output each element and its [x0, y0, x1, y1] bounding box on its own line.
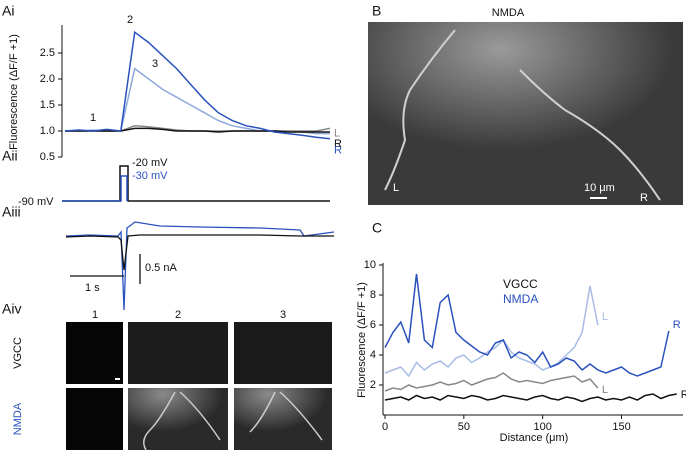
- legend-label: VGCC: [503, 277, 538, 291]
- voltage-label: -20 mV: [132, 157, 168, 169]
- x-tick-label: 0: [382, 421, 388, 433]
- voltage-label: -90 mV: [18, 196, 54, 208]
- y-tick-label: 0.5: [40, 151, 55, 163]
- image-label: R: [640, 192, 648, 204]
- x-tick-label: 100: [533, 421, 551, 433]
- series-line: [384, 285, 599, 378]
- y-tick-label: 1.0: [40, 125, 55, 137]
- current-trace: [65, 221, 335, 311]
- image-title: NMDA: [492, 7, 525, 19]
- legend-label: NMDA: [503, 292, 538, 306]
- series-line: [64, 30, 331, 140]
- panel-label: Aiii: [2, 204, 21, 220]
- x-tick-label: 50: [458, 421, 470, 433]
- series-end-label: R: [334, 138, 342, 150]
- y-tick-label: 2: [370, 379, 376, 391]
- annotation: 3: [152, 58, 158, 70]
- scale-label: 1 s: [85, 282, 100, 294]
- panel-label: Aii: [2, 148, 18, 164]
- column-label: 3: [280, 309, 286, 321]
- series-line: [65, 127, 330, 133]
- y-tick-label: 4: [370, 349, 376, 361]
- scale-label: 10 μm: [584, 182, 615, 194]
- row-label: VGCC: [12, 337, 24, 369]
- y-tick-label: 6: [370, 319, 376, 331]
- y-tick-label: 8: [370, 289, 376, 301]
- x-tick-label: 150: [612, 421, 630, 433]
- panel-label: B: [372, 3, 381, 19]
- series-end-label: L: [602, 311, 608, 323]
- column-label: 2: [175, 309, 181, 321]
- annotation: 1: [90, 112, 96, 124]
- series-end-label: L: [602, 384, 608, 396]
- series-line: [65, 67, 330, 135]
- row-label: NMDA: [12, 402, 24, 435]
- y-tick-label: 10: [364, 259, 376, 271]
- scale-bar: [70, 254, 141, 284]
- y-tick-label: 2.5: [40, 47, 55, 59]
- y-tick-label: 1.5: [40, 99, 55, 111]
- voltage-trace: [62, 165, 330, 202]
- series-line: [384, 372, 599, 392]
- y-axis-label: Fluorescence (ΔF/F +1): [356, 282, 368, 398]
- y-tick-label: 2.0: [40, 73, 55, 85]
- series-end-label: R: [334, 145, 342, 157]
- annotation: 2: [127, 14, 133, 26]
- scale-label: 0.5 nA: [145, 262, 177, 274]
- series-line: [384, 393, 677, 403]
- y-axis-label: Fluorescence (ΔF/F +1): [8, 34, 20, 150]
- series-end-label: R: [673, 319, 681, 331]
- series-end-label: R: [681, 389, 686, 401]
- series-line: [384, 273, 670, 377]
- panel-label: Aiv: [2, 301, 21, 317]
- series-end-label: L: [334, 127, 340, 139]
- panel-label: C: [372, 220, 382, 236]
- image-grid: [66, 322, 332, 451]
- image-label: L: [393, 182, 399, 194]
- column-label: 1: [92, 309, 98, 321]
- x-axis-label: Distance (μm): [500, 432, 569, 444]
- voltage-label: -30 mV: [132, 170, 168, 182]
- image: [368, 22, 683, 205]
- panel-label: Ai: [2, 3, 14, 19]
